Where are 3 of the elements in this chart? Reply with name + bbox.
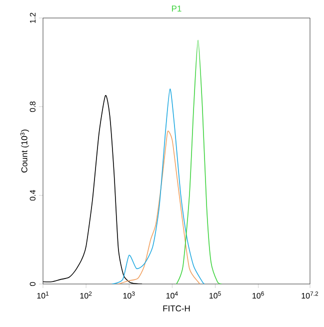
chart-title: P1 — [172, 6, 182, 12]
y-axis-title: Count (10$^{3}$) — [20, 130, 29, 172]
x-axis-title: FITC-H — [163, 305, 190, 312]
